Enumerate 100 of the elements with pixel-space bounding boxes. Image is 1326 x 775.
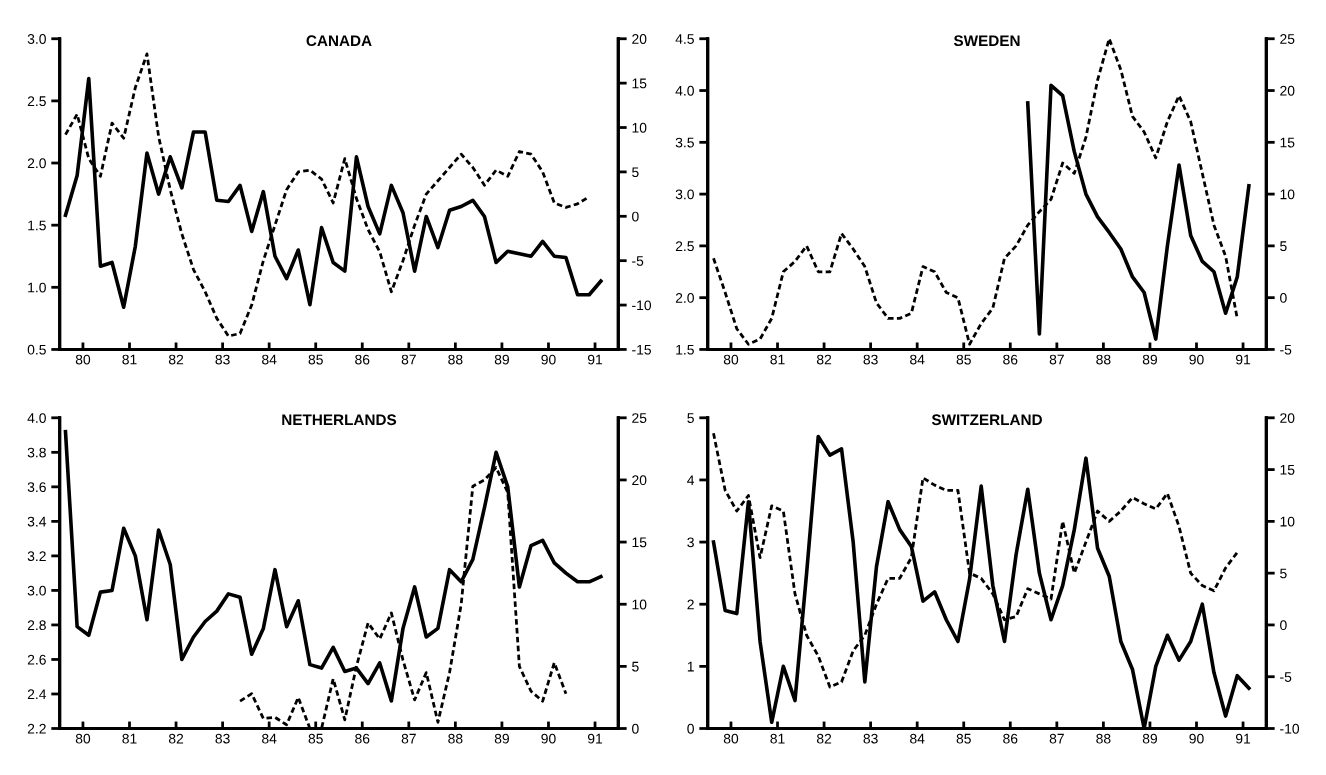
y-tick-label: 1.5 bbox=[676, 344, 694, 355]
y2-tick-label: 25 bbox=[632, 413, 647, 423]
y-tick-label: 1.5 bbox=[28, 220, 46, 231]
y2-tick-label: 5 bbox=[1280, 241, 1287, 252]
x-tick-label: 87 bbox=[1049, 354, 1064, 365]
y-tick-label: 3 bbox=[687, 537, 694, 548]
y2-tick-label: -5 bbox=[1280, 672, 1292, 682]
y2-tick-label: 10 bbox=[632, 122, 647, 133]
x-tick-label: 89 bbox=[494, 354, 509, 365]
x-tick-label: 91 bbox=[587, 354, 603, 365]
y-tick-label: 0 bbox=[687, 723, 694, 734]
x-tick-label: 83 bbox=[863, 354, 878, 365]
y2-tick-label: 20 bbox=[1280, 85, 1295, 96]
x-tick-label: 81 bbox=[122, 733, 137, 744]
y-tick-label: 3.4 bbox=[27, 516, 47, 527]
chart-title: NETHERLANDS bbox=[282, 414, 397, 426]
y-tick-label: 4.0 bbox=[675, 85, 694, 96]
y2-tick-label: 0 bbox=[1280, 620, 1287, 631]
y-tick-label: 2.5 bbox=[27, 96, 46, 107]
y2-tick-label: 25 bbox=[1280, 34, 1295, 44]
y2-tick-label: 10 bbox=[632, 599, 647, 610]
x-tick-label: 86 bbox=[1003, 354, 1018, 365]
x-tick-label: 87 bbox=[401, 733, 416, 744]
x-tick-label: 82 bbox=[168, 354, 184, 365]
y2-tick-label: 15 bbox=[632, 537, 647, 548]
x-tick-label: 80 bbox=[75, 733, 91, 744]
x-tick-label: 88 bbox=[448, 733, 463, 744]
x-tick-label: 81 bbox=[770, 354, 785, 365]
y-tick-label: 2.5 bbox=[675, 241, 694, 252]
y-tick-label: 3.0 bbox=[27, 34, 46, 44]
x-tick-label: 82 bbox=[816, 733, 832, 744]
x-tick-label: 84 bbox=[262, 354, 277, 365]
x-tick-label: 91 bbox=[1235, 354, 1251, 365]
x-tick-label: 83 bbox=[215, 354, 230, 365]
y2-tick-label: 10 bbox=[1280, 189, 1295, 200]
y-tick-label: 2 bbox=[687, 599, 694, 610]
x-tick-label: 89 bbox=[1142, 354, 1158, 365]
x-tick-label: 87 bbox=[1049, 733, 1064, 744]
y-tick-label: 2.8 bbox=[27, 620, 46, 631]
y2-tick-label: 0 bbox=[1280, 293, 1287, 303]
y2-tick-label: 5 bbox=[632, 661, 639, 672]
x-tick-label: 89 bbox=[494, 733, 509, 744]
x-tick-label: 84 bbox=[910, 733, 925, 744]
y2-tick-label: 20 bbox=[632, 34, 647, 44]
y2-tick-label: 5 bbox=[1280, 568, 1287, 579]
chart-title: SWEDEN bbox=[953, 35, 1020, 47]
y2-tick-label: 20 bbox=[1280, 413, 1295, 423]
x-tick-label: 86 bbox=[1003, 733, 1018, 744]
x-tick-label: 85 bbox=[956, 733, 971, 744]
y-tick-label: 3.5 bbox=[675, 137, 694, 148]
y2-tick-label: 20 bbox=[632, 475, 647, 486]
x-tick-label: 90 bbox=[541, 354, 556, 365]
y2-tick-label: 0 bbox=[632, 723, 639, 734]
y-tick-label: 1.0 bbox=[28, 282, 46, 293]
x-tick-label: 84 bbox=[910, 354, 925, 365]
chart-title: CANADA bbox=[306, 35, 372, 47]
x-tick-label: 87 bbox=[401, 354, 416, 365]
x-tick-label: 88 bbox=[1096, 733, 1111, 744]
x-tick-label: 81 bbox=[122, 354, 137, 365]
y2-tick-label: -15 bbox=[632, 344, 651, 355]
x-tick-label: 83 bbox=[215, 733, 230, 744]
y-tick-label: 4.5 bbox=[675, 34, 694, 44]
x-tick-label: 80 bbox=[723, 354, 739, 365]
y-tick-label: 5 bbox=[687, 413, 694, 423]
x-tick-label: 91 bbox=[1235, 733, 1251, 744]
x-tick-label: 90 bbox=[541, 733, 556, 744]
x-tick-label: 85 bbox=[308, 733, 323, 744]
x-tick-label: 90 bbox=[1189, 354, 1204, 365]
y-tick-label: 0.5 bbox=[27, 344, 46, 355]
y2-tick-label: 5 bbox=[632, 167, 639, 178]
y2-tick-label: 15 bbox=[632, 78, 647, 89]
x-tick-label: 85 bbox=[956, 354, 971, 365]
y-tick-label: 3.0 bbox=[675, 189, 694, 200]
y-tick-label: 4.0 bbox=[27, 413, 46, 423]
x-tick-label: 85 bbox=[308, 354, 323, 365]
y2-tick-label: -10 bbox=[632, 300, 652, 311]
y2-tick-label: 15 bbox=[1280, 465, 1295, 475]
x-tick-label: 81 bbox=[770, 733, 785, 744]
x-tick-label: 82 bbox=[816, 354, 832, 365]
x-tick-label: 86 bbox=[355, 354, 370, 365]
y-tick-label: 3.0 bbox=[27, 585, 46, 596]
x-tick-label: 83 bbox=[863, 733, 878, 744]
x-tick-label: 84 bbox=[262, 733, 277, 744]
y2-tick-label: -5 bbox=[1280, 344, 1292, 355]
x-tick-label: 86 bbox=[355, 733, 370, 744]
x-tick-label: 88 bbox=[1096, 354, 1111, 365]
x-tick-label: 89 bbox=[1142, 733, 1158, 744]
y2-tick-label: -10 bbox=[1280, 723, 1300, 734]
line-series bbox=[711, 434, 1251, 729]
y2-tick-label: -5 bbox=[632, 256, 644, 266]
y-tick-label: 2.0 bbox=[675, 293, 694, 303]
y2-tick-label: 0 bbox=[632, 211, 639, 222]
y-tick-label: 2.6 bbox=[27, 654, 46, 665]
x-tick-label: 91 bbox=[587, 733, 603, 744]
y-tick-label: 3.6 bbox=[27, 482, 46, 493]
y-tick-label: 2.0 bbox=[27, 158, 46, 169]
x-tick-label: 80 bbox=[723, 733, 739, 744]
x-tick-label: 80 bbox=[75, 354, 91, 365]
y-tick-label: 2.2 bbox=[27, 723, 46, 734]
y2-tick-label: 15 bbox=[1280, 137, 1295, 148]
